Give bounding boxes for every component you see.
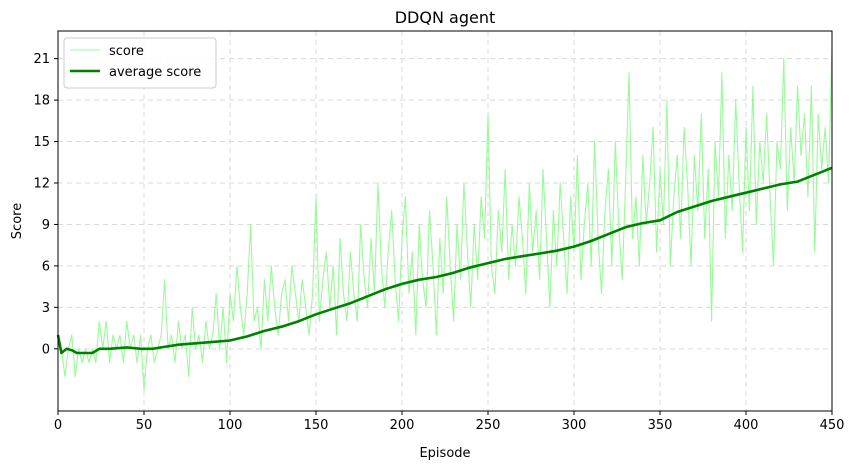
x-tick-label: 350 [648, 418, 673, 433]
y-axis-ticks: 0 3 6 9 12 15 18 21 [33, 52, 58, 357]
x-tick-label: 200 [390, 418, 415, 433]
y-tick-label: 0 [42, 342, 50, 357]
x-tick-label: 150 [304, 418, 329, 433]
y-tick-label: 18 [33, 94, 50, 109]
y-tick-label: 9 [42, 218, 50, 233]
y-axis-label: Score [10, 203, 25, 239]
x-axis-label: Episode [419, 446, 470, 461]
x-tick-label: 100 [218, 418, 243, 433]
x-tick-label: 450 [820, 418, 845, 433]
y-tick-label: 12 [33, 177, 50, 192]
chart-title: DDQN agent [395, 8, 496, 27]
y-tick-label: 6 [42, 259, 50, 274]
average-score-series-line [56, 166, 833, 355]
y-tick-label: 15 [33, 135, 50, 150]
plot-frame [57, 30, 833, 412]
x-axis-ticks: 0 50 100 150 200 250 300 350 400 450 [54, 411, 845, 433]
x-tick-label: 400 [734, 418, 759, 433]
legend: score average score [63, 37, 217, 89]
x-tick-label: 0 [54, 418, 62, 433]
series-lines [56, 44, 833, 391]
y-tick-label: 21 [33, 52, 50, 67]
y-tick-label: 3 [42, 301, 50, 316]
x-tick-label: 300 [562, 418, 587, 433]
x-tick-label: 50 [136, 418, 153, 433]
legend-label-score: score [109, 44, 144, 59]
score-series-line [57, 44, 833, 391]
legend-label-average-score: average score [109, 65, 201, 80]
x-tick-label: 250 [476, 418, 501, 433]
legend-box [63, 37, 217, 89]
